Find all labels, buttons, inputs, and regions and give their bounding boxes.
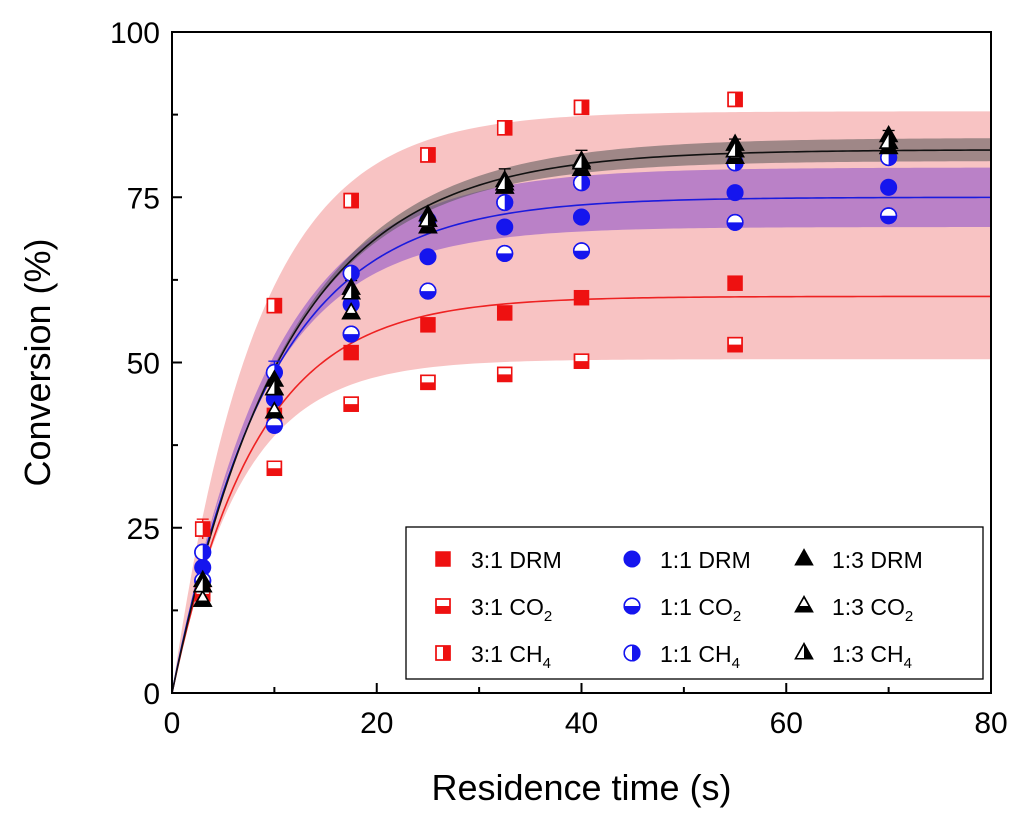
y-tick-label: 25: [127, 513, 160, 546]
legend-label: 3:1 CO2: [471, 594, 552, 625]
data-point: [266, 460, 283, 477]
data-point: [572, 242, 591, 260]
data-point: [726, 184, 744, 202]
data-point: [419, 248, 437, 266]
series-3-1-CH4: [194, 91, 743, 537]
legend-item: 3:1 CH4: [435, 641, 551, 672]
data-point: [496, 366, 513, 383]
x-tick-label: 80: [974, 707, 1007, 740]
data-point: [192, 589, 213, 607]
x-tick-label: 60: [770, 707, 803, 740]
legend-marker: [435, 551, 451, 567]
data-point: [725, 140, 745, 158]
data-point: [726, 213, 744, 231]
data-point: [571, 152, 592, 170]
legend-item: 1:1 CO2: [623, 594, 741, 625]
y-tick-label: 50: [127, 348, 160, 381]
y-tick-label: 75: [127, 182, 160, 215]
confidence-bands: [172, 111, 991, 694]
legend-marker: [623, 597, 641, 615]
y-axis-title: Conversion (%): [17, 238, 58, 486]
series-3-1-CO2: [194, 336, 743, 602]
data-point: [265, 416, 283, 434]
data-point: [496, 120, 513, 136]
data-point: [420, 317, 436, 333]
data-point: [342, 264, 360, 282]
x-tick-label: 40: [565, 707, 598, 740]
legend-marker: [623, 550, 641, 568]
data-point: [418, 209, 438, 227]
data-point: [420, 147, 436, 163]
legend-marker: [794, 548, 814, 566]
data-point: [496, 305, 513, 321]
data-point: [572, 208, 591, 226]
data-point: [264, 378, 285, 396]
data-point: [342, 325, 360, 343]
series-1-3-CH4: [192, 131, 899, 593]
legend-label: 1:1 CH4: [660, 641, 740, 672]
fit-1-1: [171, 196, 992, 694]
data-point: [343, 396, 359, 412]
y-tick-label: 0: [143, 678, 160, 711]
data-point: [420, 374, 436, 391]
legend-marker: [794, 642, 814, 660]
data-point: [496, 193, 514, 212]
legend-item: 3:1 DRM: [435, 547, 562, 573]
data-points: [192, 91, 899, 607]
axis-ticks: 0 20 40 60 80 0 25 50 75 100: [110, 17, 1008, 740]
data-point: [343, 192, 359, 209]
data-point: [573, 353, 590, 369]
legend-marker: [794, 595, 814, 613]
legend-item: 1:1 DRM: [623, 547, 751, 573]
data-point: [194, 543, 212, 561]
legend-item: 1:1 CH4: [623, 641, 740, 672]
data-point: [496, 244, 514, 262]
data-point: [341, 282, 361, 300]
data-point: [419, 282, 437, 300]
data-point: [880, 207, 898, 225]
legend-marker: [435, 598, 451, 614]
data-point: [878, 131, 899, 149]
data-point: [727, 275, 743, 291]
data-point: [343, 344, 359, 361]
legend-item: 1:3 DRM: [794, 547, 923, 573]
x-tick-label: 20: [360, 707, 393, 740]
legend-label: 3:1 DRM: [471, 547, 562, 573]
data-point: [494, 173, 515, 191]
band-1-1: [172, 167, 991, 693]
legend-label: 1:3 CH4: [832, 641, 912, 672]
data-point: [496, 218, 514, 236]
legend-label: 1:3 CO2: [832, 594, 913, 625]
legend-marker: [435, 645, 451, 661]
data-point: [727, 336, 743, 353]
data-point: [194, 521, 211, 537]
legend-item: 3:1 CO2: [435, 594, 552, 625]
legend-marker: [623, 644, 641, 662]
data-point: [264, 401, 285, 419]
data-point: [880, 178, 898, 196]
legend-label: 3:1 CH4: [471, 641, 551, 672]
data-point: [727, 91, 743, 108]
y-tick-label: 100: [110, 17, 160, 50]
data-point: [573, 99, 590, 116]
series-1-3-CO2: [192, 136, 899, 607]
legend-label: 1:1 DRM: [660, 547, 751, 573]
legend-label: 1:1 CO2: [660, 594, 741, 625]
data-point: [573, 289, 590, 306]
legend: 3:1 DRM 3:1 CO2 3:1 CH4 1:1 DRM 1:1 CO2 1:1 C…: [405, 526, 984, 680]
x-tick-label: 0: [164, 707, 181, 740]
legend-label: 1:3 DRM: [832, 547, 923, 573]
data-point: [572, 174, 591, 192]
data-point: [192, 575, 213, 593]
data-point: [341, 302, 361, 320]
legend-item: 1:3 CH4: [794, 641, 912, 672]
x-axis-title: Residence time (s): [431, 767, 731, 808]
data-point: [266, 297, 283, 314]
legend-box: [405, 526, 984, 680]
legend-item: 1:3 CO2: [794, 594, 913, 625]
